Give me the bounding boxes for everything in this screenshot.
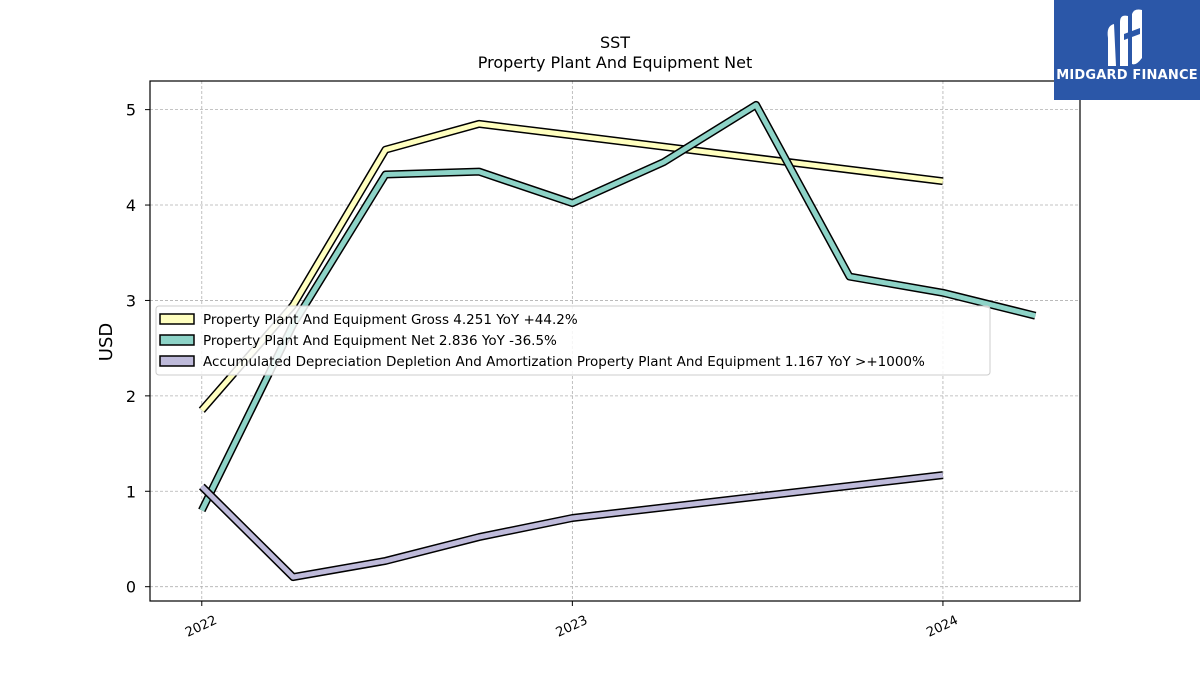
y-tick-label: 0 <box>126 578 136 597</box>
y-tick-label: 2 <box>126 387 136 406</box>
legend-label-2: Accumulated Depreciation Depletion And A… <box>203 354 925 370</box>
legend-label-0: Property Plant And Equipment Gross 4.251… <box>203 312 578 328</box>
legend: Property Plant And Equipment Gross 4.251… <box>155 305 991 376</box>
chart-title: SST <box>600 33 630 52</box>
plot-frame <box>149 80 1081 602</box>
legend-swatch-2 <box>159 355 195 367</box>
y-tick-label: 5 <box>126 101 136 120</box>
legend-swatch-0 <box>159 313 195 325</box>
y-tick-label: 4 <box>126 196 136 215</box>
legend-box <box>155 305 991 376</box>
series-lines <box>198 100 1037 582</box>
chart-subtitle: Property Plant And Equipment Net <box>478 53 753 72</box>
y-tick-label: 1 <box>126 482 136 501</box>
y-tick-label: 3 <box>126 291 136 310</box>
logo-text: MIDGARD FINANCE <box>1056 68 1198 83</box>
x-tick-label: 2022 <box>183 613 219 641</box>
x-tick-label: 2023 <box>554 613 590 641</box>
legend-swatch-1 <box>159 334 195 346</box>
y-axis-label: USD <box>96 323 117 361</box>
midgard-finance-logo: MIDGARD FINANCE <box>1054 0 1200 100</box>
legend-label-1: Property Plant And Equipment Net 2.836 Y… <box>203 333 557 349</box>
x-tick-label: 2024 <box>924 613 960 641</box>
series-line-1 <box>199 102 1036 512</box>
y-axis: 0 1 2 3 4 5 <box>126 101 150 597</box>
x-axis: 2022 2023 2024 <box>183 601 961 641</box>
midgard-logo-icon <box>1107 9 1142 66</box>
series-line-2 <box>200 472 944 580</box>
